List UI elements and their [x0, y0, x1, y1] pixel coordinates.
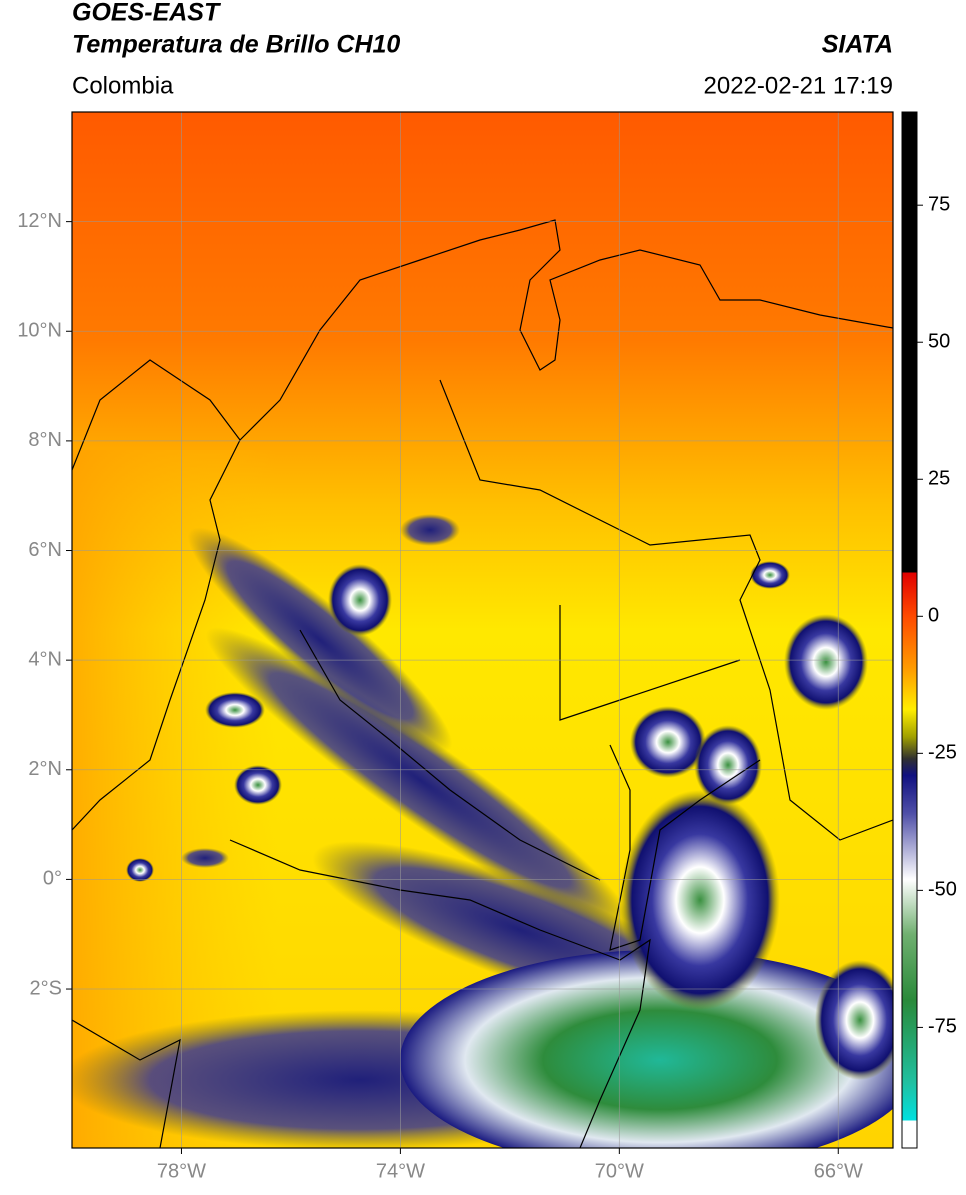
colorbar-tick-label: 75 [928, 193, 950, 215]
colorbar-tick-label: -50 [928, 879, 957, 901]
region: Colombia [72, 72, 174, 99]
y-tick-label: 2°S [30, 977, 62, 999]
source: SIATA [822, 31, 893, 59]
title: GOES-EAST [72, 0, 222, 27]
colorbar-tick-label: -25 [928, 742, 957, 764]
y-tick-label: 0° [43, 868, 62, 890]
y-tick-label: 12°N [17, 210, 62, 232]
colorbar-tick-label: 0 [928, 605, 939, 627]
colorbar [901, 111, 918, 1149]
y-tick-label: 6°N [28, 539, 62, 561]
colorbar-tick-label: -75 [928, 1016, 957, 1038]
y-tick-label: 8°N [28, 429, 62, 451]
x-tick-label: 74°W [376, 1160, 425, 1182]
y-tick-label: 10°N [17, 320, 62, 342]
colorbar-tick-label: 50 [928, 331, 950, 353]
colorbar-tick-label: 25 [928, 468, 950, 490]
x-tick-label: 70°W [595, 1160, 644, 1182]
y-tick-label: 2°N [28, 758, 62, 780]
timestamp: 2022-02-21 17:19 [704, 72, 894, 99]
map-frame [71, 111, 894, 1149]
x-tick-label: 66°W [814, 1160, 863, 1182]
satellite-image [72, 112, 893, 1148]
y-tick-label: 4°N [28, 648, 62, 670]
subtitle: Temperatura de Brillo CH10 [72, 31, 400, 59]
x-tick-label: 78°W [157, 1160, 206, 1182]
